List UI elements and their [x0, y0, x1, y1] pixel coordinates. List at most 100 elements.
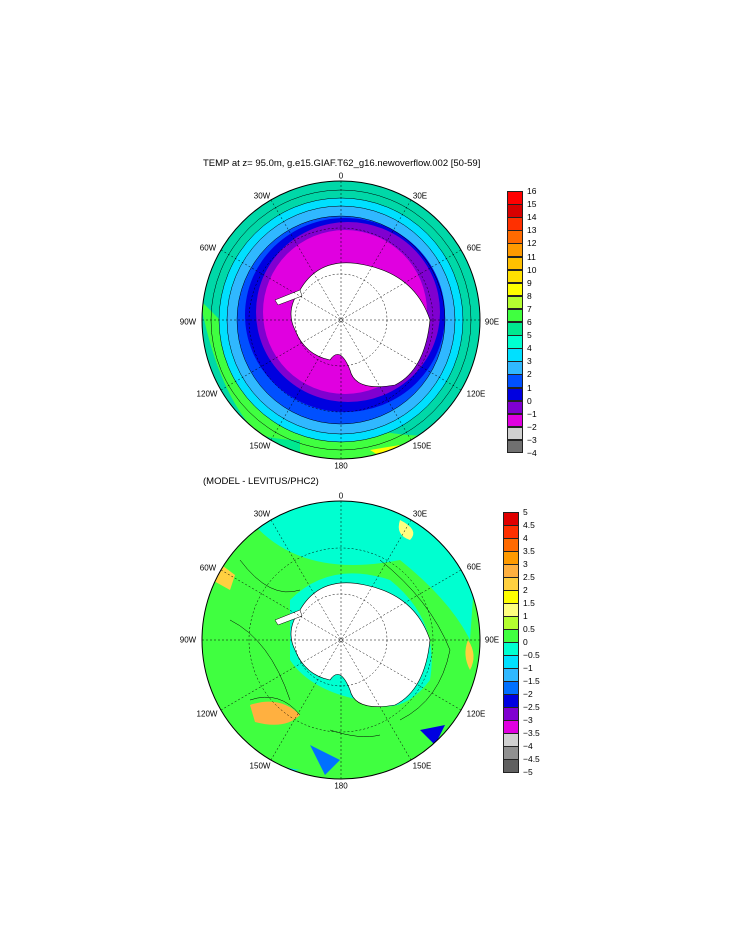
bottom-colorbar-swatch: [503, 512, 519, 526]
top-colorbar-tick-label: 5: [527, 330, 532, 341]
bottom-colorbar-tick-label: 0.5: [523, 624, 535, 634]
bottom-colorbar-swatch: [503, 577, 519, 591]
top-lon-label-60e: 60E: [466, 243, 482, 253]
bottom-colorbar-swatch: [503, 694, 519, 708]
top-lon-label-30e: 30E: [412, 191, 428, 201]
top-colorbar-swatch: [507, 243, 523, 257]
bottom-lon-label-30w: 30W: [253, 509, 271, 519]
top-colorbar-tick-label: 2: [527, 369, 532, 380]
top-colorbar-tick-label: −2: [527, 421, 537, 432]
bottom-colorbar-swatch: [503, 668, 519, 682]
top-lon-label-120w: 120W: [196, 389, 218, 399]
bottom-colorbar-swatch: [503, 525, 519, 539]
bottom-colorbar-swatch: [503, 720, 519, 734]
bottom-colorbar-swatch: [503, 655, 519, 669]
bottom-colorbar-tick-label: 3: [523, 559, 528, 569]
bottom-colorbar-swatch: [503, 629, 519, 643]
top-lon-label-180: 180: [334, 461, 348, 471]
bottom-colorbar-tick-label: −2.5: [523, 702, 540, 712]
top-colorbar-tick-label: 9: [527, 277, 532, 288]
top-panel-title: TEMP at z= 95.0m, g.e15.GIAF.T62_g16.new…: [203, 158, 481, 169]
bottom-colorbar-tick-label: −4: [523, 741, 533, 751]
bottom-colorbar-tick-label: −0.5: [523, 650, 540, 660]
bottom-colorbar-tick-label: 4.5: [523, 520, 535, 530]
bottom-colorbar-tick-label: 5: [523, 507, 528, 517]
top-lon-label-0: 0: [338, 171, 344, 181]
bottom-colorbar-tick-label: −2: [523, 689, 533, 699]
bottom-colorbar-tick-label: 4: [523, 533, 528, 543]
bottom-colorbar-tick-label: −1: [523, 663, 533, 673]
bottom-colorbar-swatch: [503, 707, 519, 721]
top-colorbar-swatch: [507, 413, 523, 428]
bottom-lon-label-0: 0: [338, 491, 344, 501]
top-colorbar-tick-label: 6: [527, 317, 532, 327]
bottom-colorbar-swatch: [503, 759, 519, 773]
top-colorbar-tick-label: −1: [527, 408, 537, 419]
bottom-colorbar-swatch: [503, 538, 519, 552]
bottom-colorbar-tick-label: −3: [523, 715, 533, 725]
bottom-lon-label-90e: 90E: [484, 635, 500, 645]
bottom-colorbar-tick-label: −5: [523, 767, 533, 777]
top-colorbar-tick-label: 16: [527, 186, 537, 196]
top-colorbar-tick-label: 15: [527, 199, 537, 210]
bottom-lon-label-120w: 120W: [196, 709, 218, 719]
bottom-colorbar-tick-label: 0: [523, 637, 528, 647]
bottom-colorbar-swatch: [503, 551, 519, 565]
bottom-lon-label-90w: 90W: [179, 635, 197, 645]
top-colorbar: 16 15 14 13 12 11 10 9 8 7 6 5 4 3 2 1 0 −1 −2 −3 −4: [507, 186, 567, 458]
top-lon-label-60w: 60W: [199, 243, 217, 253]
top-colorbar-tick-label: −4: [527, 448, 537, 458]
bottom-lon-label-150e: 150E: [412, 761, 432, 771]
top-colorbar-tick-label: 4: [527, 343, 532, 354]
top-lon-label-90e: 90E: [484, 317, 500, 327]
bottom-lon-label-60e: 60E: [466, 562, 482, 572]
top-colorbar-tick-label: 7: [527, 303, 532, 314]
bottom-colorbar-tick-label: 1: [523, 611, 528, 621]
top-colorbar-swatch: [507, 308, 523, 323]
bottom-colorbar-tick-label: −4.5: [523, 754, 540, 764]
bottom-lon-label-30e: 30E: [412, 509, 428, 519]
top-colorbar-tick-label: 1: [527, 382, 532, 393]
top-colorbar-tick-label: 3: [527, 356, 532, 367]
bottom-colorbar-swatch: [503, 733, 519, 747]
bottom-colorbar-tick-label: 2.5: [523, 572, 535, 582]
top-colorbar-tick-label: −3: [527, 434, 537, 445]
bottom-colorbar-swatch: [503, 590, 519, 604]
top-lon-label-120e: 120E: [466, 389, 486, 399]
top-colorbar-tick-label: 13: [527, 225, 537, 236]
bottom-colorbar-tick-label: −3.5: [523, 728, 540, 738]
top-colorbar-tick-label: 0: [527, 395, 532, 406]
top-lon-label-90w: 90W: [179, 317, 197, 327]
bottom-panel-title: (MODEL - LEVITUS/PHC2): [203, 476, 319, 487]
top-colorbar-tick-label: 14: [527, 212, 537, 223]
bottom-lon-label-150w: 150W: [249, 761, 271, 771]
bottom-lon-label-180: 180: [334, 781, 348, 791]
top-colorbar-swatch: [507, 374, 523, 388]
top-lon-label-30w: 30W: [253, 191, 271, 201]
bottom-colorbar-tick-label: 1.5: [523, 598, 535, 608]
bottom-colorbar-swatch: [503, 681, 519, 695]
bottom-lon-label-60w: 60W: [199, 563, 217, 573]
bottom-lon-label-120e: 120E: [466, 709, 486, 719]
top-lon-label-150w: 150W: [249, 441, 271, 451]
bottom-colorbar-swatch: [503, 642, 519, 656]
top-colorbar-swatch: [507, 439, 523, 454]
top-colorbar-swatch: [507, 282, 523, 297]
bottom-colorbar-swatch: [503, 564, 519, 578]
bottom-colorbar-swatch: [503, 746, 519, 760]
top-colorbar-tick-label: 12: [527, 238, 537, 249]
bottom-colorbar: 5 4.5 4 3.5 3 2.5 2 1.5 1 0.5 0 −0.5 −1 −1.5 −2 −2.5 −3 −…: [503, 507, 563, 777]
bottom-colorbar-tick-label: 3.5: [523, 546, 535, 556]
top-colorbar-tick-label: 11: [527, 251, 536, 262]
bottom-colorbar-swatch: [503, 603, 519, 617]
top-lon-label-150e: 150E: [412, 441, 432, 451]
bottom-colorbar-swatch: [503, 616, 519, 630]
bottom-colorbar-tick-label: 2: [523, 585, 528, 595]
top-colorbar-tick-label: 8: [527, 290, 532, 301]
bottom-colorbar-tick-label: −1.5: [523, 676, 540, 686]
top-colorbar-tick-label: 10: [527, 264, 537, 275]
top-colorbar-swatch: [507, 217, 523, 231]
top-colorbar-swatch: [507, 348, 523, 362]
